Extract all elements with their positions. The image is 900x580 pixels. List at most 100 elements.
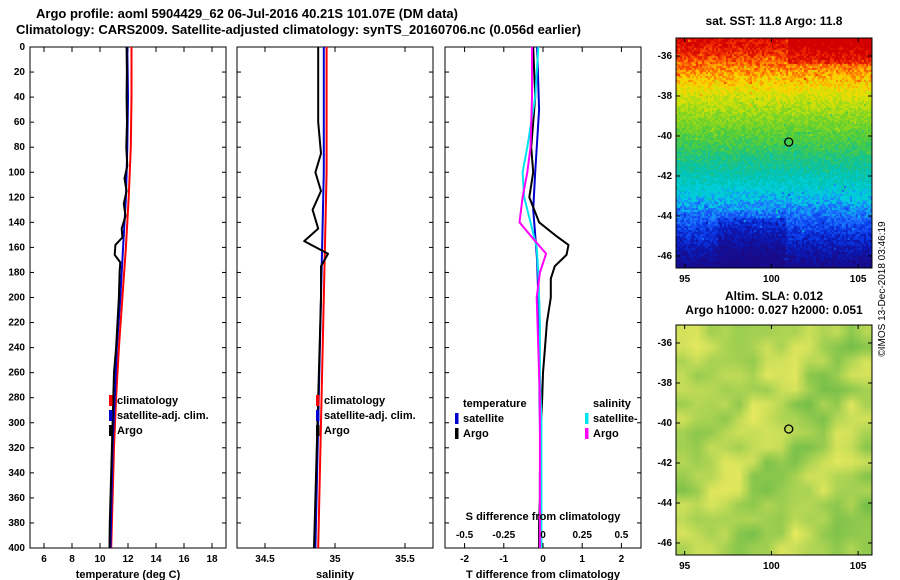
series-argo [303, 47, 329, 549]
legend-col-header: temperature [463, 398, 527, 410]
series-climatology [110, 47, 133, 549]
lat-tick-label: -46 [658, 538, 673, 549]
lon-tick-label: 95 [679, 561, 691, 572]
x-tick-label: 18 [206, 554, 218, 565]
lon-tick-label: 105 [850, 561, 867, 572]
y-tick-label: 340 [8, 468, 25, 479]
lat-tick-label: -38 [658, 378, 673, 389]
lon-tick-label: 95 [679, 274, 691, 285]
lat-tick-label: -42 [658, 458, 673, 469]
temperature-profile-xlabel: temperature (deg C) [76, 569, 181, 580]
lat-tick-label: -46 [658, 251, 673, 262]
legend-label: satellite [463, 413, 504, 425]
sst-map-axes-box [675, 37, 873, 269]
y-tick-label: 300 [8, 418, 25, 429]
sla-map-image [676, 325, 872, 555]
secondary-tick-label: 0.25 [572, 530, 592, 541]
legend-label: climatology [117, 395, 179, 407]
sla-map-title-line2: Argo h1000: 0.027 h2000: 0.051 [685, 303, 863, 317]
x-tick-label: 6 [41, 554, 47, 565]
y-tick-label: 360 [8, 493, 25, 504]
y-tick-label: 280 [8, 393, 25, 404]
y-tick-label: 120 [8, 192, 25, 203]
series-argo [108, 46, 129, 549]
copyright-stamp: ©IMOS 13-Dec-2018 03:46:19 [877, 221, 888, 357]
legend-swatch [316, 395, 320, 406]
x-tick-label: 14 [150, 554, 162, 565]
lon-tick-label: 100 [763, 561, 780, 572]
legend-label: Argo [463, 428, 489, 440]
series-t-argo [528, 46, 570, 548]
lat-tick-label: -36 [658, 51, 673, 62]
y-tick-label: 80 [14, 142, 26, 153]
series-s-argo [518, 47, 548, 548]
x-tick-label: -1 [499, 554, 508, 565]
sst-map-argo-position-marker [784, 137, 794, 147]
y-tick-label: 220 [8, 318, 25, 329]
lon-tick-label: 105 [850, 274, 867, 285]
sst-map-title: sat. SST: 11.8 Argo: 11.8 [705, 14, 843, 28]
y-tick-label: 40 [14, 92, 26, 103]
legend-swatch [316, 410, 320, 421]
lat-tick-label: -44 [658, 498, 673, 509]
lat-tick-label: -38 [658, 91, 673, 102]
legend-swatch [109, 425, 113, 436]
legend-label: satellite-adj. clim. [117, 410, 209, 422]
legend-swatch [316, 425, 320, 436]
lat-tick-label: -40 [658, 418, 673, 429]
x-tick-label: 0 [540, 554, 546, 565]
x-tick-label: 35 [329, 554, 341, 565]
legend-label: climatology [324, 395, 386, 407]
x-tick-label: 2 [619, 554, 625, 565]
y-tick-label: 260 [8, 368, 25, 379]
sla-map-argo-position-marker [784, 424, 794, 434]
x-tick-label: 1 [579, 554, 585, 565]
y-tick-label: 100 [8, 167, 25, 178]
figure-title-line1: Argo profile: aoml 5904429_62 06-Jul-201… [36, 6, 458, 21]
legend-label: Argo [593, 428, 619, 440]
legend-col-header: salinity [593, 398, 632, 410]
sla-map-title-line1: Altim. SLA: 0.012 [724, 289, 824, 303]
difference-profile-axes-box [444, 46, 642, 549]
legend-swatch [585, 428, 589, 439]
y-tick-label: 200 [8, 293, 25, 304]
legend-swatch [585, 413, 589, 424]
legend-label: Argo [324, 425, 350, 437]
lat-tick-label: -40 [658, 131, 673, 142]
y-tick-label: 240 [8, 343, 25, 354]
difference-profile-xlabel: T difference from climatology [466, 569, 621, 580]
secondary-tick-label: -0.5 [456, 530, 474, 541]
y-tick-label: 20 [14, 67, 26, 78]
secondary-tick-label: 0 [540, 530, 546, 541]
x-tick-label: 10 [94, 554, 106, 565]
legend-swatch [455, 413, 459, 424]
legend-label: Argo [117, 425, 143, 437]
y-tick-label: 380 [8, 518, 25, 529]
y-tick-label: 60 [14, 117, 26, 128]
secondary-tick-label: 0.5 [614, 530, 628, 541]
x-tick-label: 35.5 [395, 554, 415, 565]
legend-swatch [109, 410, 113, 421]
x-tick-label: -2 [460, 554, 469, 565]
y-tick-label: 160 [8, 242, 25, 253]
lon-tick-label: 100 [763, 274, 780, 285]
x-tick-label: 16 [178, 554, 190, 565]
figure-title-line2: Climatology: CARS2009. Satellite-adjuste… [16, 22, 581, 37]
sst-map-image [676, 38, 872, 268]
series-s-satellite [521, 46, 543, 548]
salinity-profile-xlabel: salinity [316, 569, 355, 580]
secondary-tick-label: -0.25 [492, 530, 515, 541]
lat-tick-label: -44 [658, 211, 673, 222]
x-tick-label: 12 [122, 554, 134, 565]
lat-tick-label: -42 [658, 171, 673, 182]
y-tick-label: 140 [8, 217, 25, 228]
secondary-axis-label: S difference from climatology [466, 511, 622, 523]
y-tick-label: 0 [19, 42, 25, 53]
x-tick-label: 34.5 [255, 554, 275, 565]
x-tick-label: 8 [69, 554, 75, 565]
legend-swatch [455, 428, 459, 439]
legend-label: satellite- [593, 413, 638, 425]
legend-swatch [109, 395, 113, 406]
